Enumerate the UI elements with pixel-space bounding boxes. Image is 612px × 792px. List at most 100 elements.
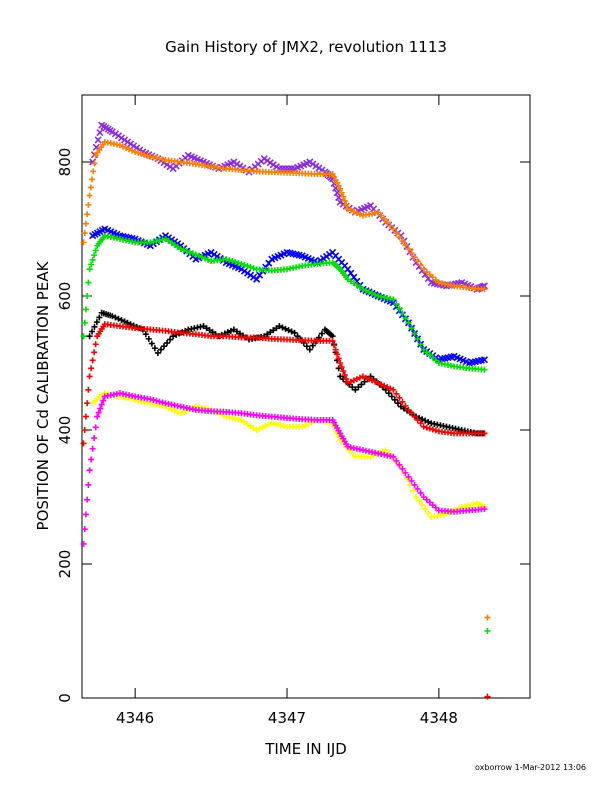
data-point [96,314,103,321]
data-point [92,341,99,348]
data-point [369,290,376,297]
data-point [426,425,433,432]
data-point [84,211,91,218]
data-point [416,498,423,505]
data-point [390,453,397,460]
data-point [333,189,341,197]
data-point [226,257,233,264]
data-point [411,413,418,420]
data-point [405,246,412,253]
data-point [359,286,366,293]
data-point [425,418,432,425]
data-point [165,238,172,245]
data-point [362,374,369,381]
data-point [332,346,339,353]
series-group [89,121,489,293]
y-tick-label: 200 [56,550,74,579]
data-point [387,222,394,229]
data-point [84,496,91,503]
data-point [186,249,193,256]
data-point [426,499,433,506]
data-point [362,287,369,294]
data-point [267,329,274,336]
data-point [432,276,439,283]
data-point [148,340,155,347]
data-point [372,291,379,298]
data-point [309,342,316,349]
data-point [349,450,356,457]
data-point [205,256,212,263]
data-point [227,327,234,334]
plot-frame [81,94,531,699]
data-point [356,284,363,291]
data-point [112,314,119,321]
data-point [414,258,421,265]
data-point [276,323,283,330]
data-point [247,422,254,429]
data-point [232,258,239,265]
data-point [399,238,406,245]
data-point [414,335,421,342]
data-point [347,378,354,385]
data-point [145,335,152,342]
data-point [303,343,310,350]
data-point [203,325,210,332]
series-group [80,390,488,547]
data-point [414,485,421,492]
data-point [356,374,363,381]
data-point [408,410,415,417]
data-point [394,400,401,407]
series-group [89,225,489,367]
data-point [432,504,439,511]
data-point [82,220,89,227]
data-point [177,246,184,253]
data-point [270,327,277,334]
data-point [92,247,99,254]
data-point [91,252,98,259]
data-point [420,494,427,500]
data-point [408,250,415,257]
data-point [192,251,199,258]
data-point [120,143,127,150]
data-point [417,489,424,496]
data-point [340,193,347,200]
data-point [156,398,163,405]
data-point [340,368,347,375]
chart-title: Gain History of JMX2, revolution 1113 [165,38,447,56]
data-point [366,288,373,295]
data-point [419,502,426,509]
data-point [413,494,420,500]
data-point [135,149,142,156]
data-point [171,242,178,249]
data-point [167,336,174,343]
data-point [337,185,344,192]
data-point [302,422,309,429]
data-point [375,380,382,387]
data-point [91,435,98,442]
data-point [426,271,433,278]
data-point [344,380,351,387]
y-tick-label: 800 [56,148,74,177]
data-point [396,305,403,312]
data-point [153,397,160,404]
data-point [183,248,190,255]
data-point [344,276,351,283]
data-point [411,254,418,261]
series-group [484,614,491,621]
data-point [318,330,325,337]
data-point [405,473,412,480]
data-point [352,386,359,393]
data-point [89,328,96,335]
data-point [150,396,157,403]
data-point [343,201,350,208]
data-point [347,278,354,285]
data-point [423,268,430,275]
data-point [90,168,97,175]
data-point [481,286,488,293]
data-point [420,266,427,273]
data-point [299,423,306,430]
data-point [341,197,348,204]
data-point [408,477,415,484]
data-point [399,398,406,405]
y-tick-label: 0 [56,693,74,703]
